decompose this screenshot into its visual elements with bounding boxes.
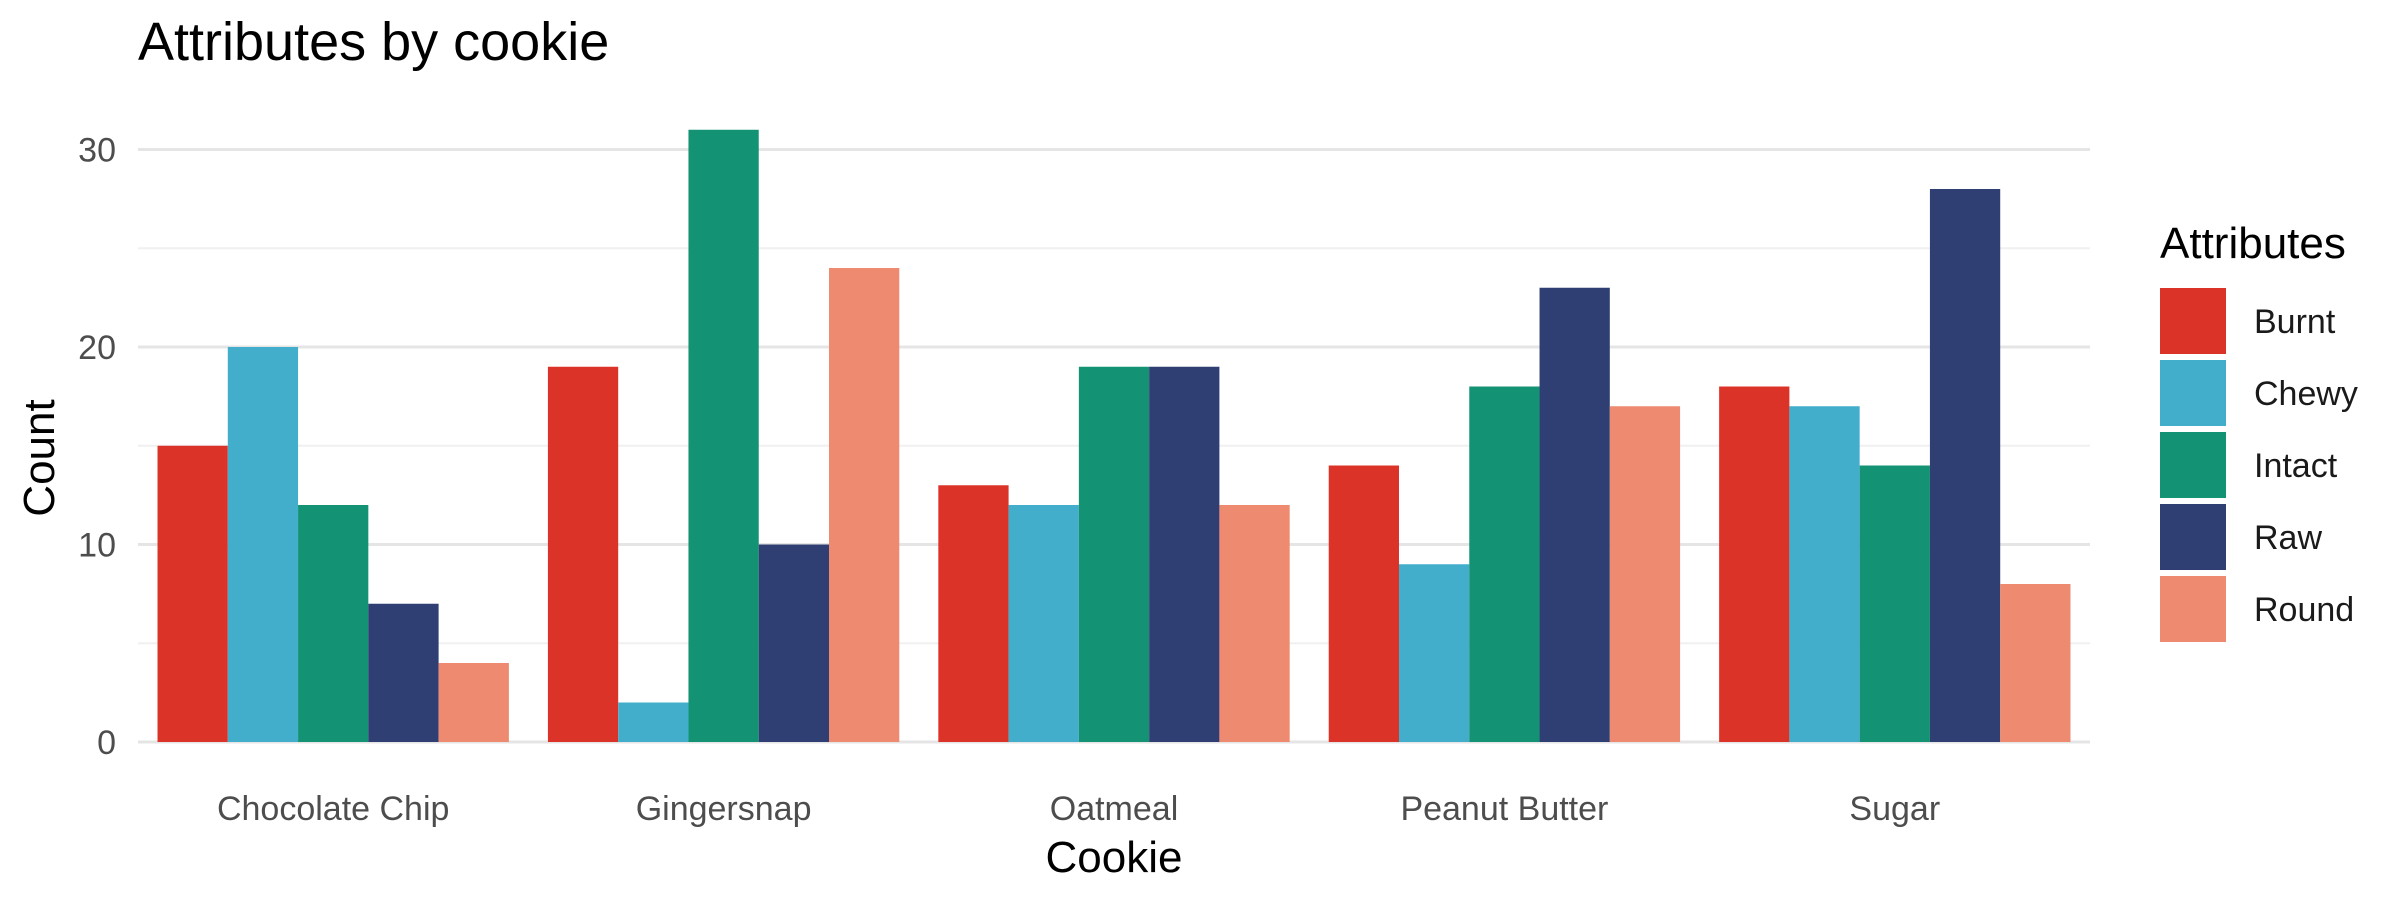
y-tick-label: 30 — [78, 132, 116, 170]
legend-label: Chewy — [2254, 375, 2358, 413]
x-axis-ticks: Chocolate Chip Gingersnap Oatmeal Peanut Bu… — [217, 790, 1940, 828]
y-axis-ticks: 0 10 20 30 — [78, 132, 116, 763]
legend-title: Attributes — [2160, 219, 2346, 268]
bar-intact-chocolate-chip — [298, 505, 369, 742]
y-tick-label: 20 — [78, 329, 116, 367]
y-axis-title: Count — [15, 399, 64, 516]
legend-key-raw — [2160, 504, 2226, 570]
y-tick-label: 10 — [78, 527, 116, 565]
bar-burnt-sugar — [1719, 386, 1790, 742]
bar-chewy-gingersnap — [618, 702, 689, 742]
x-tick-label: Peanut Butter — [1400, 790, 1608, 828]
x-tick-label: Chocolate Chip — [217, 790, 449, 828]
bar-intact-oatmeal — [1078, 366, 1150, 742]
bar-raw-sugar — [1929, 189, 2001, 742]
bar-intact-sugar — [1859, 465, 1930, 742]
legend-key-chewy — [2160, 360, 2226, 426]
bar-chewy-peanut-butter — [1398, 564, 1470, 742]
bar-burnt-peanut-butter — [1328, 465, 1399, 742]
legend-label: Raw — [2254, 519, 2322, 557]
bar-raw-oatmeal — [1149, 366, 1220, 742]
bar-chewy-oatmeal — [1008, 505, 1079, 742]
chart-title: Attributes by cookie — [138, 12, 609, 72]
bar-raw-gingersnap — [758, 544, 830, 742]
legend-label: Burnt — [2254, 303, 2336, 341]
x-tick-label: Gingersnap — [636, 790, 812, 828]
bar-round-sugar — [2000, 584, 2071, 742]
x-tick-label: Sugar — [1849, 790, 1940, 828]
legend-label: Intact — [2254, 447, 2338, 485]
bar-burnt-chocolate-chip — [157, 445, 228, 742]
legend-label: Round — [2254, 591, 2354, 629]
legend-key-burnt — [2160, 288, 2226, 354]
x-tick-label: Oatmeal — [1050, 790, 1179, 828]
bar-intact-gingersnap — [688, 129, 759, 742]
bar-burnt-oatmeal — [938, 485, 1009, 742]
bar-intact-peanut-butter — [1469, 386, 1540, 742]
legend-key-intact — [2160, 432, 2226, 498]
bar-round-oatmeal — [1219, 505, 1290, 742]
bars — [157, 129, 2071, 742]
legend-key-round — [2160, 576, 2226, 642]
legend: Attributes Burnt Chewy Intact Raw Round — [2160, 219, 2358, 642]
bar-raw-peanut-butter — [1539, 287, 1610, 742]
bar-round-peanut-butter — [1609, 406, 1681, 742]
y-tick-label: 0 — [97, 724, 116, 762]
bar-chewy-sugar — [1789, 406, 1860, 742]
bar-raw-chocolate-chip — [368, 603, 439, 742]
bar-chewy-chocolate-chip — [227, 347, 299, 742]
bar-burnt-gingersnap — [547, 366, 619, 742]
bar-round-gingersnap — [829, 268, 900, 742]
x-axis-title: Cookie — [1046, 833, 1183, 882]
bar-round-chocolate-chip — [438, 663, 509, 742]
